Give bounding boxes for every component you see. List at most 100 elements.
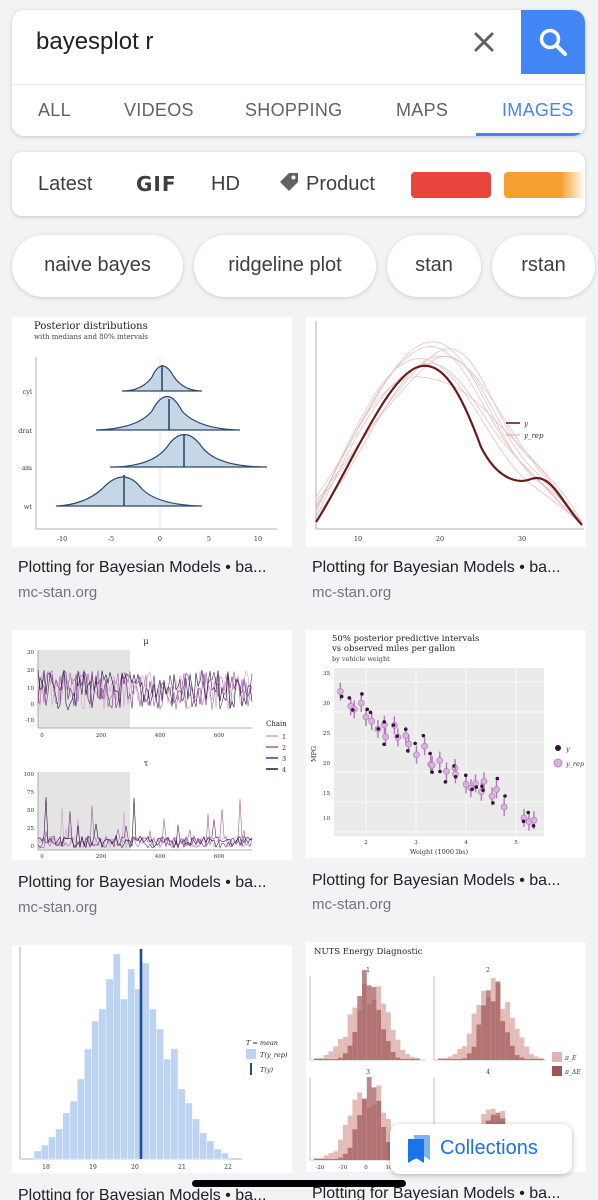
panel-label: μ bbox=[143, 637, 148, 646]
result-thumbnail[interactable]: T = mean T(y_rep) T(y) 18 19 20 21 22 bbox=[12, 945, 292, 1173]
chip-naive-bayes[interactable]: naive bayes bbox=[12, 235, 183, 297]
tick-label: 2 bbox=[364, 840, 368, 846]
tick-label: 600 bbox=[214, 854, 225, 860]
legend-label: T(y) bbox=[260, 1066, 274, 1074]
result-title[interactable]: Plotting for Bayesian Models • ba... bbox=[18, 559, 267, 576]
filter-product[interactable]: Product bbox=[278, 152, 375, 216]
legend-label: T(y_rep) bbox=[260, 1051, 288, 1059]
legend-label: π_ΔE bbox=[564, 1069, 581, 1076]
tab-images[interactable]: IMAGES bbox=[502, 100, 574, 120]
result-source: mc-stan.org bbox=[18, 899, 98, 916]
tick-label: 0 bbox=[31, 702, 35, 708]
tab-videos[interactable]: VIDEOS bbox=[124, 100, 194, 120]
panel-label: 1 bbox=[366, 967, 370, 974]
image-subtitle: by vehicle weight bbox=[332, 655, 390, 663]
tick-label: 50 bbox=[27, 808, 34, 814]
close-icon bbox=[474, 32, 494, 52]
result-thumbnail[interactable]: Posterior distributions with medians and… bbox=[12, 317, 292, 547]
legend-label: y bbox=[565, 745, 570, 753]
chip-stan[interactable]: stan bbox=[387, 235, 481, 297]
tick-label: 30 bbox=[518, 535, 526, 543]
result-title[interactable]: Plotting for Bayesian Models • ba... bbox=[18, 1187, 267, 1200]
tick-label: 18 bbox=[42, 1164, 50, 1171]
filter-color-red[interactable] bbox=[411, 172, 491, 198]
ridgeline-plot-image: Posterior distributions with medians and… bbox=[18, 321, 277, 543]
clear-button[interactable] bbox=[466, 24, 502, 60]
result-thumbnail[interactable]: μ 30 20 10 0 -10 0 200 400 600 τ 100 75 … bbox=[12, 630, 292, 860]
row-label: drat bbox=[18, 427, 32, 435]
tick-label: 20 bbox=[436, 535, 444, 543]
chip-ridgeline-plot[interactable]: ridgeline plot bbox=[194, 235, 376, 297]
search-input[interactable] bbox=[36, 22, 456, 62]
search-button[interactable] bbox=[521, 10, 585, 74]
result-source: mc-stan.org bbox=[312, 584, 392, 601]
trace-line bbox=[37, 807, 253, 849]
result-source: mc-stan.org bbox=[18, 584, 98, 601]
legend-title: Chain bbox=[266, 720, 287, 728]
image-title: NUTS Energy Diagnostic bbox=[314, 947, 423, 957]
result-title[interactable]: Plotting for Bayesian Models • ba... bbox=[312, 559, 561, 576]
result-title[interactable]: Plotting for Bayesian Models • ba... bbox=[312, 1185, 561, 1200]
trace-line bbox=[37, 811, 253, 849]
tick-label: 25 bbox=[27, 826, 34, 832]
tab-all[interactable]: ALL bbox=[38, 100, 71, 120]
trace-line bbox=[37, 797, 253, 850]
row-label: cyl bbox=[23, 388, 32, 396]
legend-label: y_rep bbox=[523, 432, 544, 440]
result-thumbnail[interactable]: y y_rep 10 20 30 bbox=[306, 317, 586, 547]
tick-label: 15 bbox=[323, 791, 330, 797]
image-title-line2: vs observed miles per gallon bbox=[331, 644, 456, 654]
result-card[interactable]: Posterior distributions with medians and… bbox=[12, 317, 292, 607]
filter-color-orange[interactable] bbox=[504, 172, 585, 198]
tick-label: 200 bbox=[96, 733, 107, 739]
tick-label: 35 bbox=[323, 671, 330, 677]
tick-label: 20 bbox=[131, 1164, 139, 1171]
chip-rstan[interactable]: rstan bbox=[492, 235, 595, 297]
image-title: Posterior distributions bbox=[34, 321, 148, 332]
result-title[interactable]: Plotting for Bayesian Models • ba... bbox=[312, 872, 561, 889]
legend-label: 3 bbox=[282, 755, 286, 763]
home-indicator[interactable] bbox=[192, 1180, 406, 1187]
tick-label: 21 bbox=[178, 1164, 186, 1171]
trace-line bbox=[37, 669, 253, 710]
result-title[interactable]: Plotting for Bayesian Models • ba... bbox=[18, 874, 267, 891]
trace-line bbox=[37, 669, 253, 711]
legend-label: π_E bbox=[564, 1055, 577, 1062]
legend-label: 2 bbox=[282, 744, 286, 752]
panel-label: 2 bbox=[486, 967, 490, 974]
filter-gif[interactable]: GIF bbox=[136, 172, 177, 196]
trace-line bbox=[37, 669, 253, 710]
filter-product-label: Product bbox=[306, 173, 375, 195]
tick-label: 10 bbox=[354, 535, 362, 543]
row-label: am bbox=[22, 464, 32, 472]
result-card[interactable]: 50% posterior predictive intervals vs ob… bbox=[306, 630, 586, 920]
filter-latest[interactable]: Latest bbox=[38, 173, 93, 195]
filter-hd[interactable]: HD bbox=[211, 173, 240, 195]
ppc-density-image: y y_rep 10 20 30 bbox=[315, 321, 584, 543]
tick-label: 22 bbox=[224, 1164, 232, 1171]
image-subtitle: with medians and 80% intervals bbox=[34, 333, 148, 341]
tick-label: -10 bbox=[57, 535, 67, 543]
panel-label: 4 bbox=[486, 1069, 490, 1076]
tick-label: 75 bbox=[27, 790, 34, 796]
tab-shopping[interactable]: SHOPPING bbox=[245, 100, 343, 120]
tick-label: 20 bbox=[323, 761, 330, 767]
collections-button[interactable]: Collections bbox=[390, 1124, 572, 1174]
tick-label: 0 bbox=[40, 854, 44, 860]
legend-label: y bbox=[523, 420, 529, 428]
image-title: 50% posterior predictive intervals bbox=[332, 634, 479, 644]
result-card[interactable]: μ 30 20 10 0 -10 0 200 400 600 τ 100 75 … bbox=[12, 630, 292, 920]
tick-label: -10 bbox=[339, 1165, 348, 1171]
tick-label: 10 bbox=[323, 816, 330, 822]
row-label: wt bbox=[24, 503, 33, 511]
search-card: ALL VIDEOS SHOPPING MAPS IMAGES bbox=[12, 10, 585, 136]
result-source: mc-stan.org bbox=[312, 896, 392, 913]
result-card[interactable]: T = mean T(y_rep) T(y) 18 19 20 21 22 Pl… bbox=[12, 945, 292, 1200]
tab-maps[interactable]: MAPS bbox=[396, 100, 449, 120]
tick-label: 0 bbox=[158, 535, 162, 543]
search-icon bbox=[539, 28, 567, 56]
result-card[interactable]: y y_rep 10 20 30 Plotting for Bayesian M… bbox=[306, 317, 586, 607]
result-thumbnail[interactable]: 50% posterior predictive intervals vs ob… bbox=[306, 630, 586, 858]
legend-label: 4 bbox=[282, 766, 286, 774]
search-tabs: ALL VIDEOS SHOPPING MAPS IMAGES bbox=[12, 84, 585, 136]
